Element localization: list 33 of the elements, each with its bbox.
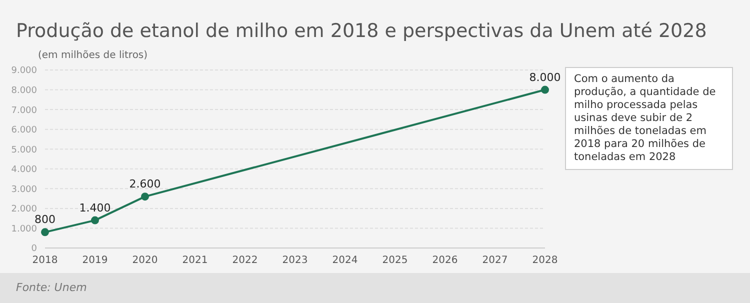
y-tick-label: 2.000 [11, 204, 38, 215]
y-tick-label: 0 [31, 244, 38, 254]
data-label: 800 [34, 213, 56, 226]
x-tick-label: 2024 [332, 255, 358, 266]
x-tick-label: 2023 [282, 255, 308, 266]
x-tick-label: 2026 [432, 255, 458, 266]
y-tick-label: 9.000 [11, 66, 38, 76]
x-tick-label: 2025 [382, 255, 408, 266]
point [141, 192, 149, 201]
x-tick-label: 2022 [232, 255, 258, 266]
text: Com o aumento da produção, a quantidade de milho processada pelas usinas deve subir de 2 milhões de toneladas em 2018 para 20 milhões de toneladas em 2028 [565, 67, 733, 170]
point [41, 228, 49, 236]
y-tick-label: 3.000 [11, 184, 38, 195]
chart-title: Produção de etanol de milho em 2018 e perspectivas da Unem até 2028 [16, 20, 707, 42]
y-tick-label: 8.000 [11, 86, 38, 96]
x-tick-label: 2021 [182, 255, 208, 266]
x-tick-label: 2019 [82, 255, 108, 266]
y-tick-label: 1.000 [11, 224, 38, 234]
point [91, 216, 99, 224]
point [541, 86, 549, 94]
y-axis-title: (em milhões de litros) [38, 50, 148, 61]
x-tick-label: 2018 [32, 255, 58, 266]
y-tick-label: 7.000 [11, 106, 38, 116]
source-note: Fonte: Unem [16, 281, 87, 294]
y-tick-label: 5.000 [11, 145, 38, 156]
data-label: 8.000 [529, 70, 561, 84]
x-tick-label: 2028 [532, 255, 558, 266]
x-tick-label: 2027 [482, 255, 508, 266]
x-tick-label: 2020 [132, 255, 158, 266]
data-label: 2.600 [129, 178, 161, 191]
data-label: 1.400 [79, 201, 111, 214]
y-tick-label: 4.000 [11, 165, 38, 176]
y-tick-label: 6.000 [11, 126, 38, 136]
